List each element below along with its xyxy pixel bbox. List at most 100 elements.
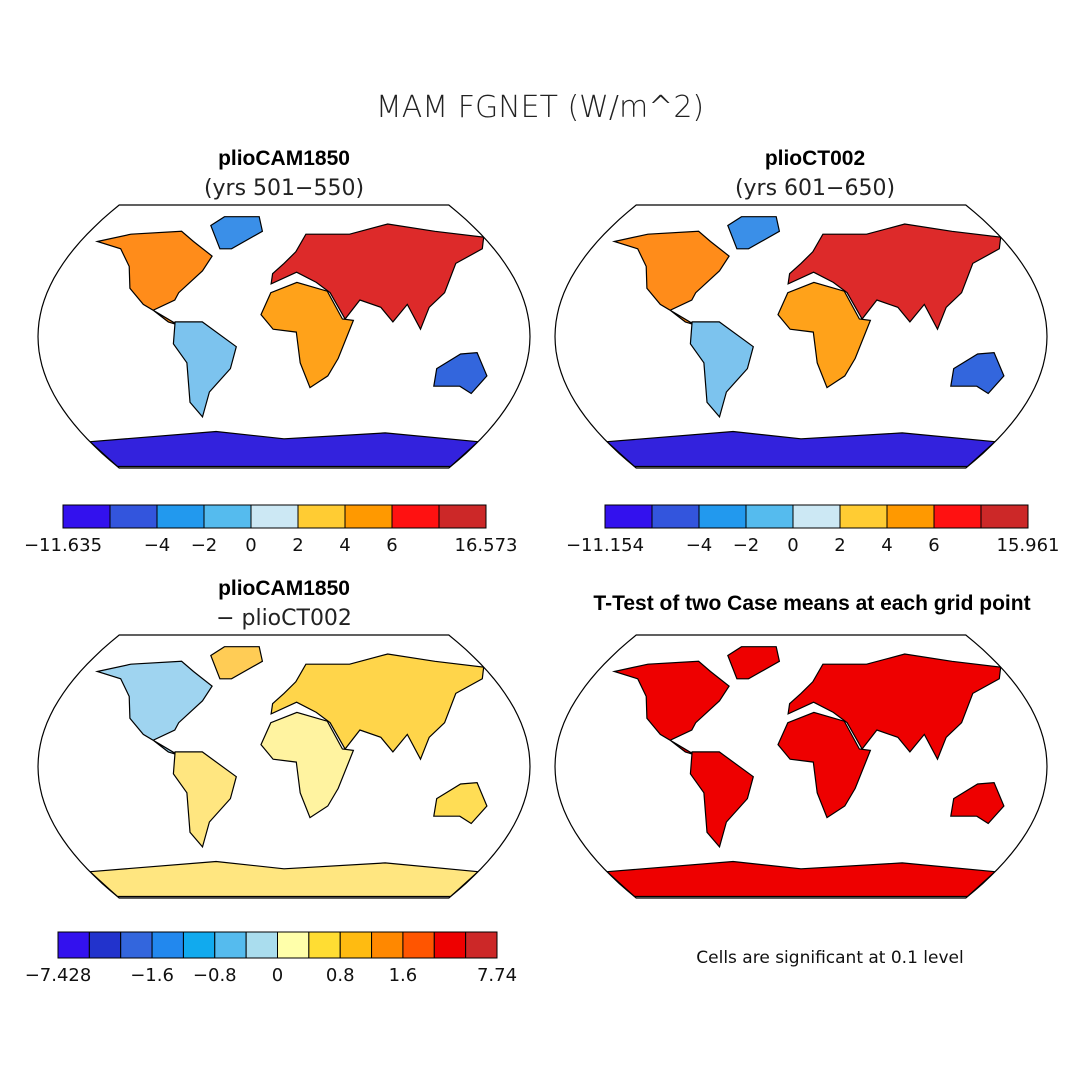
- colorbar-label: 1.6: [389, 965, 418, 986]
- continent: [172, 321, 237, 419]
- colorbar-label: 4: [339, 535, 350, 556]
- colorbar-box: [339, 931, 373, 959]
- colorbar-box: [651, 504, 700, 529]
- continent: [260, 281, 355, 389]
- panel-subtitle: − plioCT002: [216, 606, 352, 631]
- panel-title: plioCAM1850: [218, 577, 350, 600]
- map-outline: [554, 634, 1048, 899]
- land: [88, 216, 488, 468]
- colorbar-label: −2: [733, 535, 760, 556]
- panel-note: Cells are significant at 0.1 level: [696, 948, 963, 968]
- colorbar-box: [182, 931, 216, 959]
- colorbar-label: 2: [834, 535, 845, 556]
- colorbar-label: 4: [881, 535, 892, 556]
- colorbar-box: [604, 504, 653, 529]
- continent: [260, 711, 355, 819]
- panel-subtitle: (yrs 601−650): [735, 176, 895, 201]
- colorbar-box: [109, 504, 158, 529]
- colorbar-box: [839, 504, 888, 529]
- colorbar-label: 0: [245, 535, 256, 556]
- colorbar-label: −11.635: [24, 535, 102, 556]
- map-panel: [37, 634, 531, 899]
- colorbar-label: −1.6: [130, 965, 174, 986]
- continent: [777, 281, 872, 389]
- colorbar-box: [308, 931, 341, 959]
- colorbar-box: [438, 504, 487, 529]
- colorbar-box: [792, 504, 841, 529]
- map-outline: [37, 204, 531, 469]
- continent: [433, 781, 488, 825]
- colorbar-label: 16.573: [455, 535, 518, 556]
- panel-title: T-Test of two Case means at each grid po…: [593, 592, 1030, 615]
- colorbar-box: [156, 504, 205, 529]
- colorbar-label: 2: [292, 535, 303, 556]
- colorbar-box: [344, 504, 393, 529]
- colorbar-box: [250, 504, 299, 529]
- colorbar-box: [277, 931, 310, 959]
- colorbar-box: [120, 931, 153, 959]
- colorbar-box: [745, 504, 794, 529]
- colorbar-label: 0.8: [326, 965, 355, 986]
- colorbar-box: [402, 931, 435, 959]
- colorbar-label: −2: [191, 535, 218, 556]
- continent: [689, 751, 754, 849]
- panel-title: plioCAM1850: [218, 147, 350, 170]
- map-panel: [554, 634, 1048, 899]
- map-panel: [554, 204, 1048, 469]
- colorbar-box: [465, 931, 498, 959]
- colorbar-label: −7.428: [25, 965, 92, 986]
- continent: [950, 351, 1005, 395]
- colorbar-label: 6: [386, 535, 397, 556]
- panel-subtitle: (yrs 501−550): [204, 176, 364, 201]
- colorbar-label: 15.961: [997, 535, 1060, 556]
- colorbar-label: −0.8: [193, 965, 237, 986]
- continent: [689, 321, 754, 419]
- map-outline: [554, 204, 1048, 469]
- map-outline: [37, 634, 531, 899]
- continent: [88, 430, 480, 468]
- continent: [727, 216, 781, 250]
- colorbar-label: 7.74: [477, 965, 517, 986]
- continent: [777, 711, 872, 819]
- continent: [94, 230, 213, 326]
- continent: [950, 781, 1005, 825]
- colorbar-box: [245, 931, 278, 959]
- continent: [787, 653, 1002, 761]
- colorbar-box: [151, 931, 184, 959]
- colorbar-label: −4: [686, 535, 713, 556]
- colorbar-box: [933, 504, 982, 529]
- continent: [727, 646, 781, 680]
- colorbar-box: [203, 504, 252, 529]
- colorbar-label: 0: [787, 535, 798, 556]
- continent: [270, 653, 485, 761]
- colorbar-label: −4: [144, 535, 171, 556]
- colorbar-box: [297, 504, 346, 529]
- colorbar-box: [88, 931, 122, 959]
- continent: [605, 860, 997, 898]
- continent: [433, 351, 488, 395]
- continent: [611, 660, 730, 756]
- continent: [787, 223, 1002, 331]
- land: [605, 216, 1005, 468]
- figure-title: MAM FGNET (W/m^2): [376, 90, 704, 125]
- land: [605, 646, 1005, 898]
- colorbar-box: [698, 504, 747, 529]
- colorbar-box: [214, 931, 247, 959]
- continent: [210, 216, 264, 250]
- colorbar-label: 0: [272, 965, 283, 986]
- colorbar-label: 6: [928, 535, 939, 556]
- continent: [611, 230, 730, 326]
- continent: [94, 660, 213, 756]
- colorbar-box: [886, 504, 935, 529]
- continent: [210, 646, 264, 680]
- continent: [605, 430, 997, 468]
- map-panel: [37, 204, 531, 469]
- colorbar-box: [433, 931, 467, 959]
- colorbar-box: [980, 504, 1029, 529]
- continent: [172, 751, 237, 849]
- colorbar-box: [62, 504, 111, 529]
- panel-title: plioCT002: [765, 147, 865, 170]
- colorbar-label: −11.154: [566, 535, 644, 556]
